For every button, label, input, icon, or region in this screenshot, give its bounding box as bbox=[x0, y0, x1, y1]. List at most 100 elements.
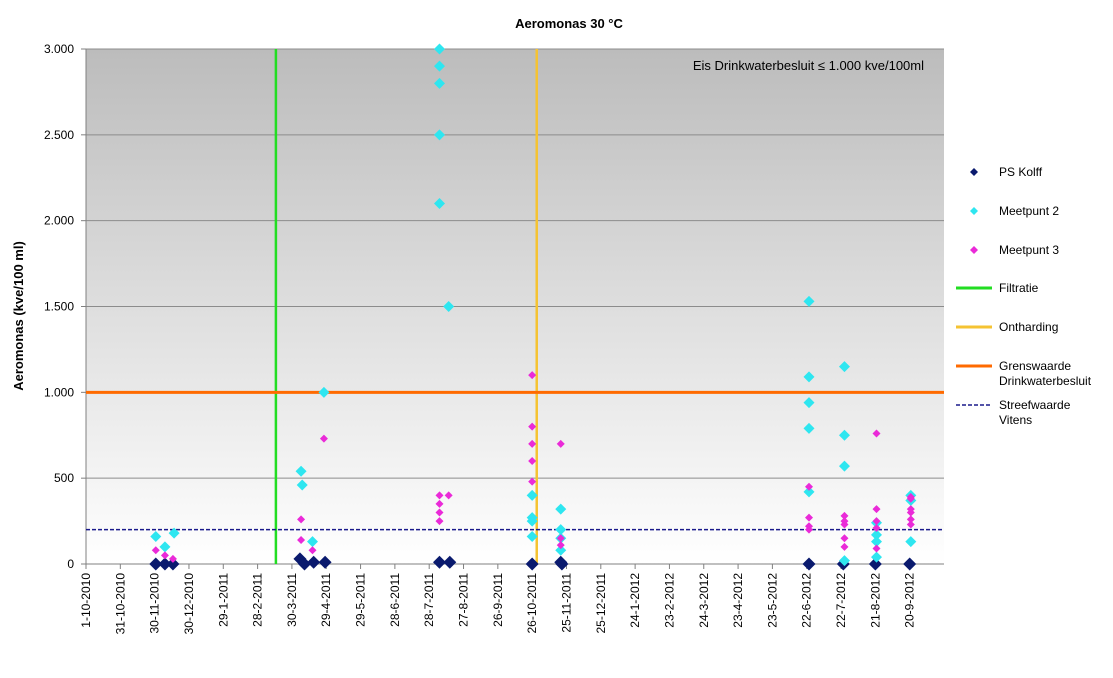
legend-label: Vitens bbox=[999, 413, 1032, 427]
x-tick-label: 20-9-2012 bbox=[903, 573, 917, 628]
data-point bbox=[805, 525, 814, 534]
data-point bbox=[555, 524, 567, 536]
data-point bbox=[555, 503, 567, 515]
data-point bbox=[871, 551, 883, 563]
x-tick-label: 26-10-2011 bbox=[525, 573, 539, 634]
data-point bbox=[555, 557, 569, 571]
data-point bbox=[433, 60, 445, 72]
legend-label: Grenswaarde bbox=[999, 359, 1071, 373]
x-tick-label: 24-3-2012 bbox=[697, 573, 711, 628]
x-tick-label: 28-7-2011 bbox=[422, 573, 436, 627]
data-point bbox=[526, 531, 538, 543]
data-point bbox=[838, 555, 850, 567]
y-tick-label: 2.000 bbox=[44, 214, 74, 228]
y-tick-label: 2.500 bbox=[44, 128, 74, 142]
data-point bbox=[556, 534, 565, 543]
data-point bbox=[433, 129, 445, 141]
legend-label: PS Kolff bbox=[999, 165, 1043, 179]
data-point bbox=[906, 520, 915, 529]
data-point bbox=[805, 482, 814, 491]
data-point bbox=[528, 371, 537, 380]
data-point bbox=[528, 439, 537, 448]
data-point bbox=[840, 520, 849, 529]
data-point bbox=[318, 555, 332, 569]
data-point bbox=[435, 517, 444, 526]
data-point bbox=[803, 486, 815, 498]
y-axis-ticks: 0 500 1.000 1.500 2.000 2.500 3.000 bbox=[44, 42, 86, 571]
y-tick-label: 0 bbox=[67, 557, 74, 571]
data-point bbox=[526, 515, 538, 527]
data-point bbox=[903, 557, 917, 571]
x-tick-label: 30-3-2011 bbox=[285, 573, 299, 627]
x-tick-label: 26-9-2011 bbox=[491, 573, 505, 627]
x-tick-label: 30-11-2010 bbox=[148, 573, 162, 634]
data-point bbox=[555, 544, 567, 556]
y-tick-label: 1.000 bbox=[44, 385, 74, 399]
data-point bbox=[802, 557, 816, 571]
data-point bbox=[905, 536, 917, 548]
data-point bbox=[906, 494, 915, 503]
legend-marker bbox=[970, 168, 978, 176]
norm-annotation: Eis Drinkwaterbesluit ≤ 1.000 kve/100ml bbox=[693, 58, 924, 73]
legend-marker bbox=[970, 207, 978, 215]
data-point bbox=[528, 457, 537, 465]
data-point bbox=[838, 429, 850, 441]
data-point bbox=[149, 557, 163, 571]
x-tick-label: 22-7-2012 bbox=[834, 573, 848, 628]
data-point bbox=[435, 491, 444, 500]
legend-label: Drinkwaterbesluit bbox=[999, 374, 1092, 388]
y-tick-label: 3.000 bbox=[44, 42, 74, 56]
legend-marker bbox=[970, 246, 978, 254]
x-tick-label: 29-4-2011 bbox=[319, 573, 333, 627]
data-point bbox=[840, 542, 849, 551]
x-tick-label: 25-11-2011 bbox=[559, 573, 573, 633]
data-point bbox=[803, 422, 815, 434]
x-tick-label: 25-12-2011 bbox=[594, 573, 608, 634]
x-tick-label: 29-1-2011 bbox=[216, 573, 230, 627]
legend-label: Meetpunt 3 bbox=[999, 243, 1059, 257]
data-point bbox=[168, 527, 180, 539]
data-point bbox=[840, 511, 849, 520]
data-point bbox=[308, 546, 317, 555]
y-tick-label: 1.500 bbox=[44, 300, 74, 314]
x-tick-label: 30-12-2010 bbox=[182, 573, 196, 635]
data-point bbox=[150, 531, 162, 543]
x-tick-label: 28-2-2011 bbox=[251, 573, 265, 627]
data-point bbox=[432, 555, 446, 569]
data-point bbox=[803, 295, 815, 307]
x-axis-ticks: 1-10-2010 31-10-2010 30-11-2010 30-12-2010 2… bbox=[79, 564, 917, 634]
data-point bbox=[872, 505, 881, 514]
x-tick-label: 24-1-2012 bbox=[628, 573, 642, 628]
x-tick-label: 1-10-2010 bbox=[79, 573, 93, 628]
data-point bbox=[159, 541, 171, 553]
x-tick-label: 23-5-2012 bbox=[765, 573, 779, 628]
data-point bbox=[871, 529, 883, 541]
data-point bbox=[556, 439, 565, 448]
data-point bbox=[443, 555, 457, 569]
series-ps-kolff bbox=[149, 552, 917, 571]
data-point bbox=[872, 517, 881, 526]
series-meetpunt-3 bbox=[151, 371, 915, 563]
data-point bbox=[158, 557, 172, 571]
data-point bbox=[166, 557, 180, 571]
data-point bbox=[318, 386, 330, 398]
chart-title: Aeromonas 30 °C bbox=[515, 16, 623, 31]
data-point bbox=[435, 508, 444, 517]
reference-lines bbox=[86, 49, 944, 564]
legend-label: Streefwaarde bbox=[999, 398, 1071, 412]
data-point bbox=[868, 557, 882, 571]
data-point bbox=[871, 536, 883, 548]
data-point bbox=[840, 534, 849, 543]
data-point bbox=[307, 536, 319, 548]
data-point bbox=[906, 515, 915, 524]
data-point bbox=[298, 557, 312, 571]
data-point bbox=[803, 371, 815, 383]
y-axis-label: Aeromonas (kve/100 ml) bbox=[11, 241, 26, 391]
data-point bbox=[296, 479, 308, 491]
data-point bbox=[307, 555, 321, 569]
data-point bbox=[872, 544, 881, 553]
data-point bbox=[295, 465, 307, 477]
data-points bbox=[149, 43, 917, 571]
data-point bbox=[433, 43, 445, 55]
